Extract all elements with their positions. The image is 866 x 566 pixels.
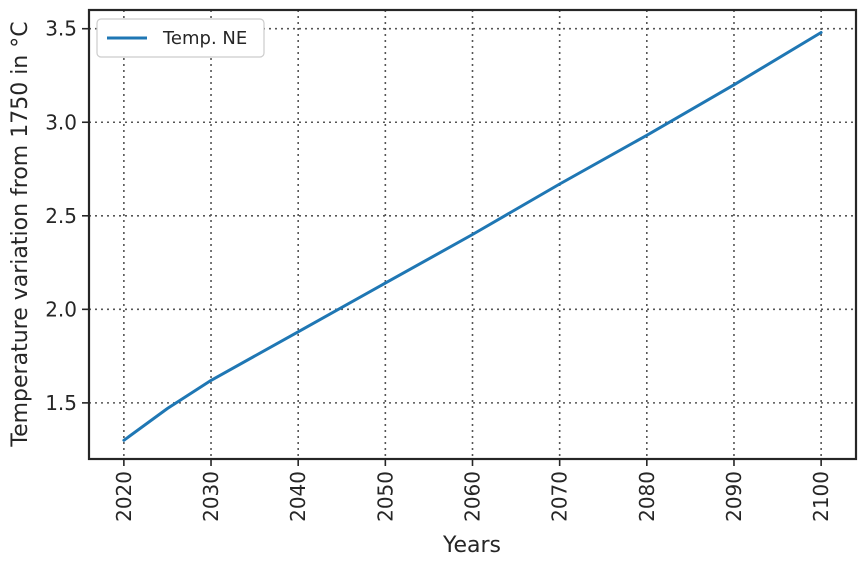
x-tick-label: 2050: [373, 471, 397, 522]
x-axis-label: Years: [442, 533, 501, 558]
series-layer: [122, 31, 823, 442]
x-tick-label: 2090: [722, 471, 746, 522]
x-axis: 2020 2030 2040 2050 2060 2070 2080 2090 2100: [112, 459, 833, 522]
x-tick-label: 2060: [461, 471, 485, 522]
x-tick-label: 2070: [548, 471, 572, 522]
y-tick-label: 3.0: [45, 110, 77, 134]
legend: Temp. NE: [96, 18, 265, 58]
series-line-temp-ne: [122, 31, 823, 442]
x-tick-label: 2080: [635, 471, 659, 522]
y-tick-label: 2.5: [45, 204, 77, 228]
y-axis: 1.5 2.0 2.5 3.0 3.5: [45, 17, 89, 415]
x-tick-label: 2030: [199, 471, 223, 522]
y-tick-label: 3.5: [45, 17, 77, 41]
x-tick-label: 2100: [809, 471, 833, 522]
x-tick-label: 2040: [286, 471, 310, 522]
y-axis-label: Temperature variation from 1750 in °C: [8, 21, 33, 447]
y-tick-label: 1.5: [45, 391, 77, 415]
legend-label: Temp. NE: [162, 28, 247, 49]
y-tick-label: 2.0: [45, 297, 77, 321]
legend-box: [96, 18, 265, 58]
x-tick-label: 2020: [112, 471, 136, 522]
